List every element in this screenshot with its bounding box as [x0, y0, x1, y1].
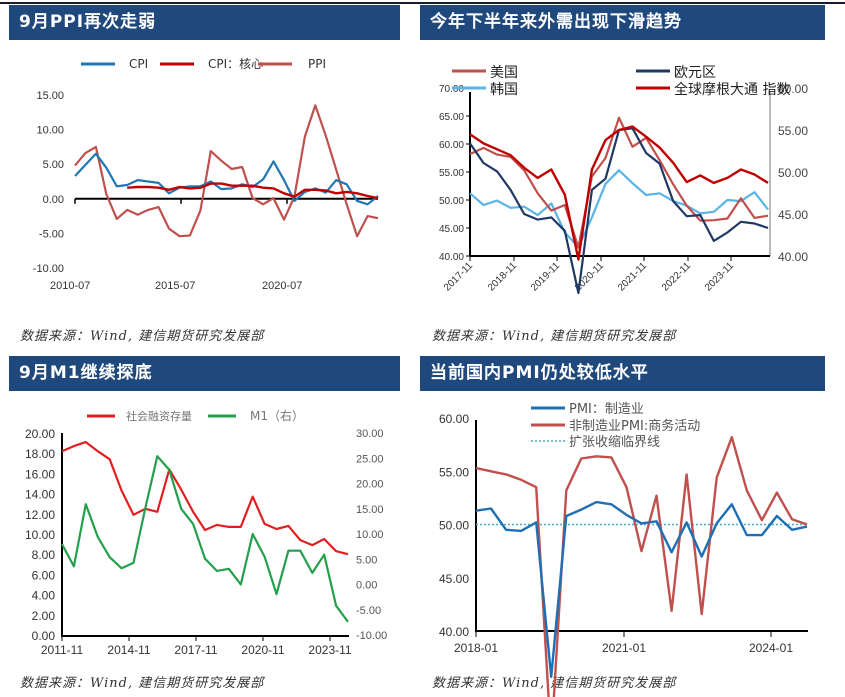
y-tick-label-left: 4.00	[32, 589, 56, 603]
social-financing-line	[61, 441, 349, 556]
y-tick-label-left: 60.00	[439, 140, 464, 151]
y-tick-label-left: 8.00	[32, 548, 56, 562]
legend-label: 美国	[490, 65, 518, 81]
panel-title-pmi: 当前国内PMI仍处较低水平	[420, 356, 825, 391]
y-tick-label-right: 20.00	[356, 479, 384, 491]
y-tick-label-left: 70.00	[439, 84, 464, 95]
y-tick-label: 15.00	[36, 90, 64, 102]
x-tick-label: 2021-01	[602, 641, 646, 655]
legend-label: 非制造业PMI:商务活动	[569, 418, 700, 434]
y-tick-label-right: 30.00	[356, 428, 384, 440]
y-tick-label-right: 40.00	[778, 250, 808, 264]
x-tick-label: 2020-07	[262, 280, 302, 292]
y-tick-label: 60.00	[439, 412, 469, 426]
y-tick-label-right: -5.00	[356, 605, 381, 617]
legend-label: 韩国	[490, 82, 518, 98]
y-tick-label-left: 6.00	[32, 568, 56, 582]
y-tick-label: 40.00	[439, 625, 469, 639]
panel-title-external-demand: 今年下半年来外需出现下滑趋势	[420, 5, 825, 40]
legend-label: M1（右）	[250, 408, 304, 423]
y-tick-label-left: 16.00	[25, 467, 55, 481]
y-tick-label-right: 25.00	[356, 453, 384, 465]
y-tick-label-left: 18.00	[25, 447, 55, 461]
x-tick-label: 2023-11	[308, 643, 351, 657]
legend-label: 欧元区	[674, 65, 716, 81]
y-tick-label-left: 40.00	[439, 252, 464, 263]
core-cpi-line	[127, 182, 379, 200]
y-tick-label-left: 2.00	[32, 609, 56, 623]
y-tick-label-right: 60.00	[778, 82, 808, 96]
x-tick-label: 2010-07	[50, 280, 90, 292]
x-tick-label: 2011-11	[41, 643, 84, 657]
y-tick-label-left: 0.00	[32, 629, 56, 643]
panel-title-ppi: 9月PPI再次走弱	[9, 5, 400, 40]
x-tick-label: 2024-01	[749, 641, 793, 655]
x-tick-label: 2015-07	[155, 280, 195, 292]
y-tick-label-left: 45.00	[439, 224, 464, 235]
ppi-line	[74, 104, 379, 238]
y-tick-label-left: 55.00	[439, 168, 464, 179]
panel-title-m1: 9月M1继续探底	[9, 356, 400, 391]
y-tick-label-right: -10.00	[356, 630, 387, 642]
y-tick-label: 0.00	[43, 194, 64, 206]
y-tick-label-right: 50.00	[778, 166, 808, 180]
y-tick-label-right: 45.00	[778, 208, 808, 222]
y-tick-label-right: 55.00	[778, 124, 808, 138]
top-border-line	[0, 2, 845, 4]
legend-label: 扩张收缩临界线	[569, 434, 660, 450]
source-note-external-demand: 数据来源：Wind, 建信期货研究发展部	[432, 329, 677, 344]
jpm-global-line	[469, 125, 769, 261]
y-tick-label-left: 12.00	[25, 508, 55, 522]
y-tick-label-right: 5.00	[356, 554, 377, 566]
y-tick-label-left: 50.00	[439, 196, 464, 207]
y-tick-label: 55.00	[439, 465, 469, 479]
legend-label: PPI	[308, 57, 326, 71]
y-tick-label: 45.00	[439, 572, 469, 586]
y-tick-label-left: 65.00	[439, 112, 464, 123]
legend-label: PMI：制造业	[569, 402, 644, 417]
m1-line	[61, 455, 349, 623]
manufacturing-pmi-line	[475, 500, 808, 678]
source-note-ppi: 数据来源：Wind, 建信期货研究发展部	[20, 329, 265, 344]
y-tick-label: 10.00	[36, 125, 64, 137]
y-tick-label-left: 10.00	[25, 528, 55, 542]
y-tick-label: 5.00	[43, 159, 64, 171]
legend-label: CPI：核心	[208, 57, 263, 71]
legend-label: 全球摩根大通 指数	[674, 81, 790, 98]
y-tick-label: -10.00	[33, 263, 64, 275]
y-tick-label-right: 15.00	[356, 504, 384, 516]
us-line	[469, 116, 769, 249]
x-tick-label: 2014-11	[107, 643, 150, 657]
legend-label: CPI	[129, 57, 148, 71]
y-tick-label-left: 14.00	[25, 488, 55, 502]
y-tick-label: 50.00	[439, 519, 469, 533]
x-tick-label: 2017-11	[174, 643, 217, 657]
source-note-m1: 数据来源：Wind, 建信期货研究发展部	[20, 676, 265, 691]
y-tick-label: -5.00	[39, 228, 64, 240]
legend-label: 社会融资存量	[126, 409, 192, 423]
non-manufacturing-pmi-line	[475, 436, 808, 697]
x-tick-label: 2020-11	[241, 643, 284, 657]
y-tick-label-left: 20.00	[25, 427, 55, 441]
y-tick-label-right: 0.00	[356, 580, 377, 592]
x-tick-label: 2018-01	[454, 641, 498, 655]
y-tick-label-right: 10.00	[356, 529, 384, 541]
